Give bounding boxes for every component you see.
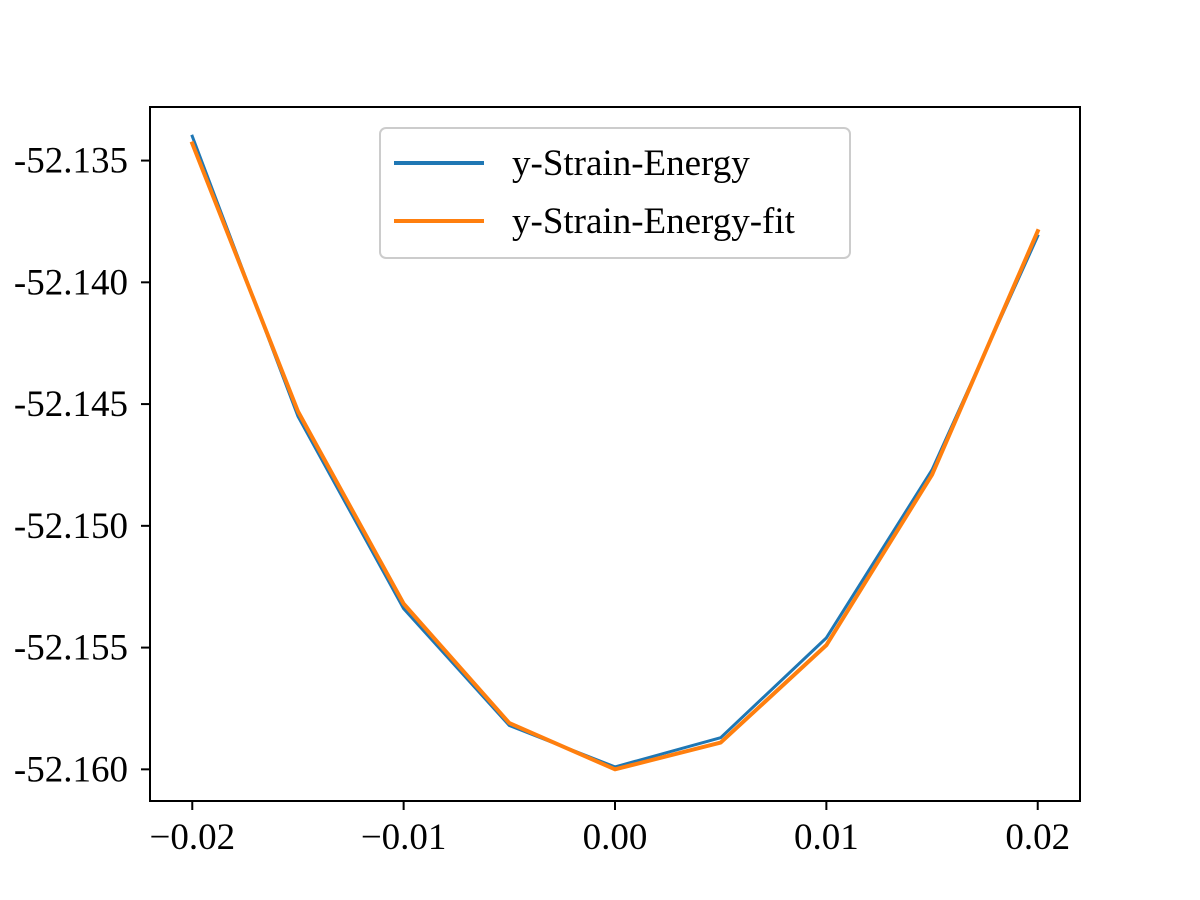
x-tick-label: −0.01: [361, 817, 447, 858]
y-tick-label: -52.160: [14, 749, 128, 790]
x-tick-label: 0.00: [583, 817, 648, 858]
y-tick-label: -52.150: [14, 506, 128, 547]
y-tick-label: -52.145: [14, 384, 128, 425]
axes: −0.02 −0.01 0.00 0.01 0.02 -52.135 -52.140 -52.…: [14, 106, 1081, 858]
y-tick-label: -52.135: [14, 141, 128, 182]
series-line-1: [190, 134, 1040, 769]
y-tick-label: -52.140: [14, 262, 128, 303]
legend-box: [379, 127, 851, 259]
legend: y-Strain-Energy y-Strain-Energy-fit: [379, 127, 851, 259]
legend-label-1: y-Strain-Energy: [512, 143, 750, 184]
x-tick-label: −0.02: [149, 817, 235, 858]
x-tick-label: 0.02: [1005, 817, 1070, 858]
series-line-2: [189, 140, 1041, 772]
x-tick-label: 0.01: [794, 817, 859, 858]
legend-label-2: y-Strain-Energy-fit: [512, 201, 796, 242]
plot-area: [189, 134, 1041, 772]
y-tick-label: -52.155: [14, 628, 128, 669]
